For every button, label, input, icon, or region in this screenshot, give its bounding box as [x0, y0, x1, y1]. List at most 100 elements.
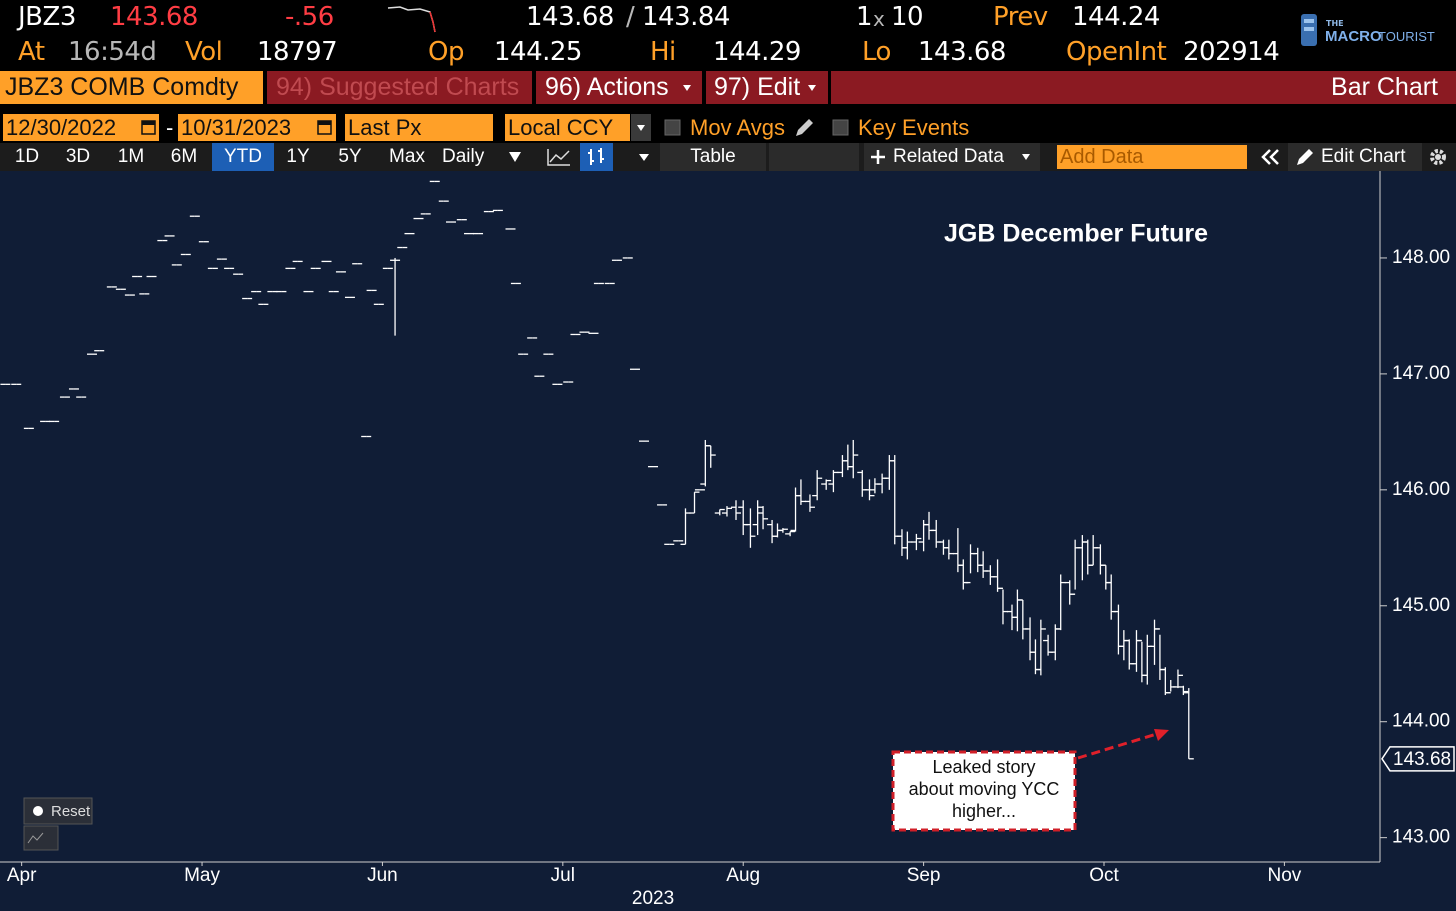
- pencil-icon: [1297, 149, 1313, 165]
- calendar-icon: [141, 120, 156, 135]
- period-button[interactable]: Max: [389, 146, 425, 167]
- y-tick-label: 146.00: [1392, 479, 1450, 500]
- edit-chart-button[interactable]: Edit Chart: [1288, 143, 1422, 171]
- dropdown[interactable]: [631, 114, 651, 141]
- period-button[interactable]: 3D: [65, 146, 91, 167]
- chart-title: JGB December Future: [944, 220, 1208, 248]
- open: 144.25: [494, 37, 582, 67]
- security-box[interactable]: [0, 71, 263, 104]
- x-tick-label: Jun: [367, 865, 398, 886]
- logo-icon: [1301, 14, 1317, 46]
- edit-chart-label: Edit Chart: [1321, 146, 1406, 167]
- last-price-label: 143.68: [1393, 749, 1451, 770]
- period-button[interactable]: 6M: [170, 146, 198, 167]
- y-tick-label: 145.00: [1392, 595, 1450, 616]
- prev-label: Prev: [993, 2, 1048, 32]
- prev-value: 144.24: [1072, 2, 1160, 32]
- bid-size: 1: [856, 2, 873, 32]
- caret[interactable]: [638, 153, 650, 162]
- ticker: JBZ3: [18, 2, 76, 32]
- annotation-line: higher...: [952, 801, 1016, 821]
- chart: 143.00 144.00 145.00 146.00 147.00 148.00 Apr M…: [0, 171, 1456, 911]
- frequency[interactable]: Daily: [442, 143, 532, 171]
- period-button[interactable]: 5Y: [338, 146, 362, 167]
- annotation-box: [891, 750, 1077, 832]
- volume-label: Vol: [185, 37, 223, 67]
- x-tick-label: Nov: [1267, 865, 1301, 886]
- period-button[interactable]: 1M: [117, 146, 145, 167]
- date-separator: -: [166, 115, 174, 140]
- related-button[interactable]: Related Data: [864, 143, 1040, 171]
- low-label: Lo: [862, 37, 891, 67]
- ask-size: 10: [891, 2, 924, 32]
- openint: 202914: [1183, 37, 1280, 67]
- y-tick-label: 147.00: [1392, 363, 1450, 384]
- calendar-icon: [317, 120, 332, 135]
- logo-text: TOURIST: [1378, 29, 1435, 44]
- caret: [1022, 154, 1030, 160]
- y-tick-label: 144.00: [1392, 711, 1450, 732]
- chart-kind: Bar Chart: [1331, 73, 1438, 101]
- reset-icon: [33, 806, 43, 816]
- collapse-icon[interactable]: [1259, 147, 1283, 167]
- caret: [509, 152, 521, 162]
- gear-icon[interactable]: [1427, 146, 1449, 168]
- start-date[interactable]: 12/30/2022: [3, 114, 159, 141]
- high-label: Hi: [650, 37, 676, 67]
- x-tick-label: Oct: [1089, 865, 1119, 886]
- separator: x: [873, 7, 885, 31]
- security: JBZ3 COMB Comdty: [5, 73, 239, 101]
- net-change: -.56: [285, 2, 334, 32]
- sparkline: [387, 6, 436, 33]
- axes: 143.00 144.00 145.00 146.00 147.00 148.00 Apr M…: [0, 171, 1455, 909]
- last-price: 143.68: [110, 2, 198, 32]
- currency-select[interactable]: Local CCY: [505, 114, 630, 141]
- checkbox[interactable]: [664, 119, 682, 137]
- x-tick-label: Aug: [726, 865, 760, 886]
- x-tick-label: Apr: [7, 865, 37, 886]
- reset-label: Reset: [51, 803, 91, 820]
- menu-button[interactable]: [536, 71, 702, 104]
- checkbox[interactable]: [832, 119, 850, 137]
- pencil-icon: [796, 119, 813, 136]
- logo-text: MACRO: [1325, 28, 1382, 45]
- annotation-arrow: [1077, 731, 1161, 760]
- bars: [0, 180, 1194, 760]
- period-button[interactable]: 1D: [14, 146, 40, 167]
- caret: [808, 85, 816, 91]
- end-date[interactable]: 10/31/2023: [178, 114, 336, 141]
- caret: [683, 85, 691, 91]
- line-chart-icon[interactable]: [545, 146, 573, 168]
- time-label: At: [18, 37, 45, 67]
- add-data-field[interactable]: Add Data: [1057, 145, 1247, 169]
- period-button[interactable]: 1Y: [286, 146, 310, 167]
- x-axis-label: 2023: [632, 888, 674, 909]
- separator: /: [626, 2, 635, 32]
- table-button[interactable]: Table: [660, 143, 766, 171]
- frequency-label: Daily: [442, 146, 485, 167]
- menu-bar: [831, 71, 1456, 104]
- last-price-tag: [1381, 746, 1455, 772]
- plus-icon: [871, 150, 885, 164]
- bid: 143.68: [526, 2, 614, 32]
- ask: 143.84: [642, 2, 730, 32]
- menu-button[interactable]: [706, 71, 828, 104]
- period-button[interactable]: YTD: [212, 143, 274, 171]
- related-label: Related Data: [893, 146, 1004, 167]
- high: 144.29: [713, 37, 801, 67]
- annotation-line: Leaked story: [932, 757, 1035, 777]
- x-tick-label: Sep: [907, 865, 941, 886]
- view-button[interactable]: [23, 825, 59, 851]
- blank-field: [769, 143, 859, 171]
- x-tick-label: May: [184, 865, 220, 886]
- y-tick-label: 143.00: [1392, 827, 1450, 848]
- field-select[interactable]: Last Px: [345, 114, 493, 141]
- open-label: Op: [428, 37, 464, 67]
- bar-chart-icon[interactable]: [580, 143, 613, 171]
- suggested-charts: 94) Suggested Charts: [276, 73, 520, 101]
- mov-avgs: Mov Avgs: [690, 115, 785, 140]
- x-tick-label: Jul: [551, 865, 575, 886]
- view-icon: [27, 832, 44, 844]
- time: 16:54d: [68, 37, 157, 67]
- menu-button[interactable]: [267, 71, 532, 104]
